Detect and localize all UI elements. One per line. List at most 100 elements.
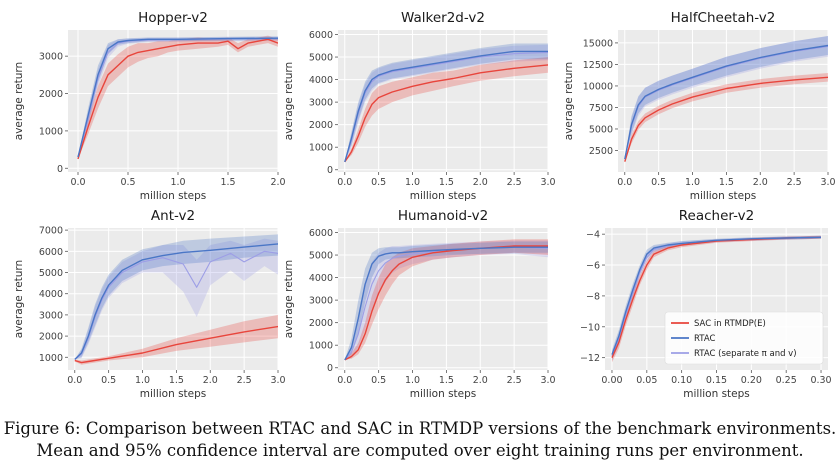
x-tick-label: 3.0 <box>540 177 555 188</box>
y-tick-label: 3000 <box>309 296 333 307</box>
legend-label-sac: SAC in RTMDP(E) <box>694 319 766 329</box>
x-tick-label: 2.0 <box>753 177 768 188</box>
x-tick-label: 1.5 <box>439 375 454 386</box>
x-tick-label: 1.5 <box>169 375 184 386</box>
x-tick-label: 0.20 <box>741 375 762 386</box>
y-tick-label: 4000 <box>309 273 333 284</box>
x-tick-label: 0.00 <box>601 375 622 386</box>
y-tick-label: −8 <box>586 291 600 302</box>
caption-line-2: Mean and 95% confidence interval are com… <box>36 441 804 460</box>
chart-panel-2: 0.0 0.5 1.0 1.5 2.0 2.5 3.0 0 1000 2000 3000 4000 50… <box>283 10 556 202</box>
x-tick-label: 1.0 <box>405 375 420 386</box>
x-axis-label: million steps <box>140 190 207 202</box>
y-axis-label: average return <box>283 260 295 338</box>
series-line-rtac <box>611 236 822 355</box>
x-tick-label: 1.5 <box>719 177 734 188</box>
y-axis-label: average return <box>13 260 25 338</box>
y-tick-label: 1000 <box>309 341 333 352</box>
plot-series-group <box>74 234 278 365</box>
x-tick-label: 0.5 <box>371 177 386 188</box>
x-tick-label: 2.0 <box>473 177 488 188</box>
x-tick-label: 2.0 <box>473 375 488 386</box>
plot-series-group <box>611 235 822 363</box>
y-tick-label: 2500 <box>589 146 613 157</box>
series-line-sac <box>344 64 548 163</box>
y-tick-label: 6000 <box>39 247 63 258</box>
legend-box <box>664 311 824 365</box>
y-tick-label: 0 <box>327 165 333 176</box>
y-tick-label: 3000 <box>39 310 63 321</box>
y-tick-label: 7500 <box>589 103 613 114</box>
x-tick-label: 3.0 <box>540 375 555 386</box>
y-tick-label: 2000 <box>309 120 333 131</box>
x-axis-label: million steps <box>140 388 207 400</box>
chart-panel-4: 0.0 0.5 1.0 1.5 2.0 2.5 3.0 1000 2000 3000 4000 500… <box>13 208 286 400</box>
series-line-sac <box>74 325 278 364</box>
x-tick-label: 1.0 <box>405 177 420 188</box>
chart-panel-3: 0.0 0.5 1.0 1.5 2.0 2.5 3.0 2500 5000 7500 10000 12… <box>563 10 836 202</box>
y-axis-label: average return <box>563 62 575 140</box>
x-tick-label: 3.0 <box>270 375 285 386</box>
x-tick-label: 0.15 <box>706 375 727 386</box>
x-tick-label: 3.0 <box>820 177 835 188</box>
x-axis-label: million steps <box>410 388 477 400</box>
x-tick-label: 2.5 <box>787 177 802 188</box>
y-tick-label: 6000 <box>309 228 333 239</box>
series-line-rtac <box>74 243 278 360</box>
chart-title: Walker2d-v2 <box>401 10 485 26</box>
chart-panel-5: 0.0 0.5 1.0 1.5 2.0 2.5 3.0 0 1000 2000 3000 4000 50… <box>283 208 556 400</box>
y-tick-label: 2000 <box>309 318 333 329</box>
y-tick-label: −12 <box>580 353 600 364</box>
confidence-band-rtac <box>344 43 548 162</box>
x-tick-label: 0.10 <box>671 375 692 386</box>
figure-6-panels: 0.0 0.5 1.0 1.5 2.0 0 1000 2000 3000 Hopper-v2 mil… <box>13 10 836 400</box>
chart-title: Humanoid-v2 <box>398 208 488 224</box>
series-line-sac <box>77 38 278 160</box>
x-axis-label: million steps <box>410 190 477 202</box>
chart-title: Ant-v2 <box>151 208 195 224</box>
y-tick-label: 15000 <box>583 38 613 49</box>
series-line-rtac <box>77 37 278 158</box>
y-tick-label: 1000 <box>39 353 63 364</box>
chart-title: Reacher-v2 <box>679 208 754 224</box>
x-tick-label: 2.5 <box>507 177 522 188</box>
plot-area <box>618 30 828 172</box>
x-tick-label: 0.0 <box>617 177 632 188</box>
x-axis-label: million steps <box>690 190 757 202</box>
x-tick-label: 0.0 <box>337 375 352 386</box>
y-tick-label: −6 <box>586 261 600 272</box>
legend: SAC in RTMDP(E) RTAC RTAC (separate π and … <box>664 311 824 365</box>
y-tick-label: 10000 <box>583 81 613 92</box>
confidence-band-sac <box>344 57 548 162</box>
series-line-rtac <box>344 246 548 361</box>
confidence-band-sac <box>74 314 278 365</box>
x-tick-label: 1.0 <box>685 177 700 188</box>
confidence-band-rtac_sep <box>344 240 548 360</box>
x-tick-label: 0.0 <box>337 177 352 188</box>
confidence-band-sac <box>344 239 548 360</box>
x-tick-label: 0.0 <box>70 177 85 188</box>
chart-panel-6: 0.00 0.05 0.10 0.15 0.20 0.25 0.30 −12 −10 −8 −6 −4… <box>580 208 832 400</box>
plot-series-group <box>344 239 548 361</box>
x-tick-label: 1.0 <box>170 177 185 188</box>
y-tick-label: 0 <box>57 164 63 175</box>
y-tick-label: 5000 <box>39 268 63 279</box>
y-tick-label: 3000 <box>309 98 333 109</box>
x-tick-label: 2.0 <box>270 177 285 188</box>
plot-series-group <box>344 43 548 163</box>
y-tick-label: 6000 <box>309 30 333 41</box>
chart-title: HalfCheetah-v2 <box>671 10 776 26</box>
series-line-rtac <box>624 44 828 160</box>
series-line-sac <box>624 76 828 162</box>
x-tick-label: 0.25 <box>776 375 797 386</box>
y-tick-label: −10 <box>580 322 600 333</box>
x-tick-label: 1.0 <box>135 375 150 386</box>
y-axis-label: average return <box>283 62 295 140</box>
x-tick-label: 0.05 <box>636 375 657 386</box>
y-tick-label: 12500 <box>583 60 613 71</box>
y-tick-label: 0 <box>327 363 333 374</box>
x-tick-label: 2.5 <box>507 375 522 386</box>
caption-line-1: Figure 6: Comparison between RTAC and SA… <box>3 419 837 438</box>
x-tick-label: 0.5 <box>371 375 386 386</box>
plot-series-group <box>77 35 278 160</box>
